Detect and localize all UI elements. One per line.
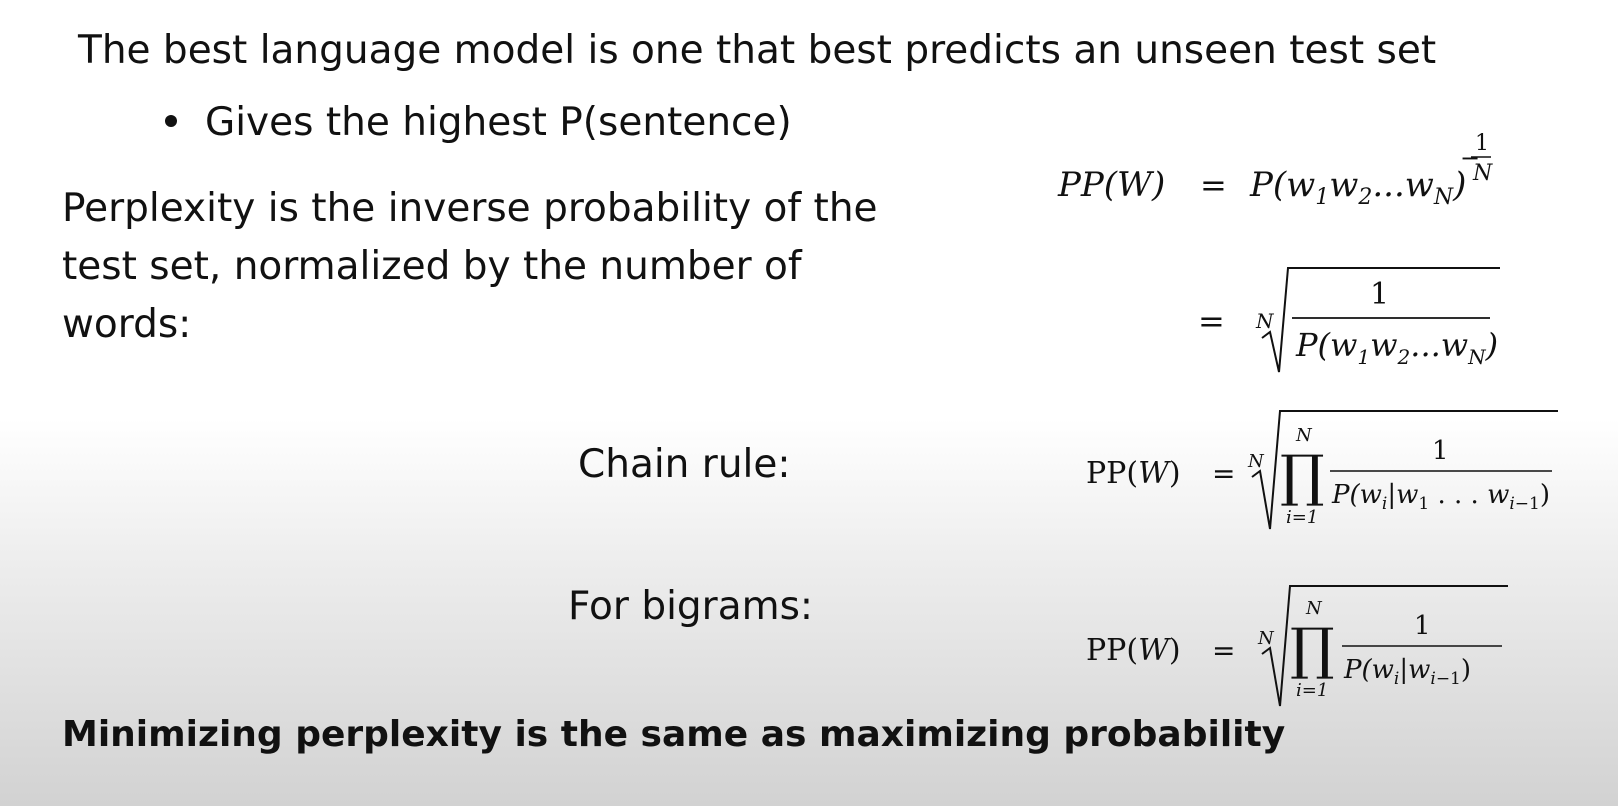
formula-chain-rule: PP(W) = N N ∏ i=1 1 P(wi|w1 . . . wi−1) [1086,410,1558,530]
root-index: N [1257,628,1275,649]
product-upper: N [1305,598,1323,619]
formula-root-form: = N 1 P(w1w2...wN) [1198,267,1500,373]
product-icon: ∏ [1290,617,1335,682]
equals-sign: = [1198,302,1225,340]
pp-lhs-roman: PP(W) [1086,456,1181,491]
radical-sign [1251,410,1558,530]
conclusion-text: Minimizing perplexity is the same as max… [62,714,1286,755]
equals-sign: = [1212,457,1235,490]
exponent-numerator: 1 [1475,131,1489,156]
product-lower: i=1 [1296,680,1328,701]
probability-sequence: P(w1w2...wN) [1295,326,1498,369]
fraction-numerator: 1 [1432,436,1449,466]
equals-sign: = [1212,634,1235,667]
product-lower: i=1 [1286,507,1318,528]
formula-bigrams: PP(W) = N N ∏ i=1 1 P(wi|wi−1) [1086,585,1508,707]
root-index: N [1247,451,1265,472]
bullet-item: Gives the highest P(sentence) [165,100,792,145]
pp-lhs: PP(W) [1057,165,1165,205]
chain-rule-label: Chain rule: [578,442,791,487]
radical-sign [1261,585,1508,707]
bullet-icon [165,114,177,127]
bullet-text: Gives the highest P(sentence) [205,100,792,145]
equals-sign: = [1200,166,1227,204]
headline: The best language model is one that best… [78,28,1437,73]
product-icon: ∏ [1280,444,1325,509]
bigrams-label: For bigrams: [568,584,814,629]
radical-sign [1261,267,1500,373]
root-index: N [1255,309,1275,333]
probability-sequence: P(w1w2...wN) [1249,165,1466,210]
formula-definition: PP(W) = P(w1w2...wN) − 1 N [1057,131,1493,210]
product-upper: N [1295,425,1313,446]
bigram-denominator: P(wi|wi−1) [1343,655,1471,689]
perplexity-definition: Perplexity is the inverse probability of… [62,186,878,347]
fraction-numerator: 1 [1414,611,1431,641]
chain-denominator: P(wi|w1 . . . wi−1) [1331,480,1550,514]
pp-lhs-roman: PP(W) [1086,633,1181,668]
fraction-numerator: 1 [1370,277,1389,312]
exponent-minus: − [1460,144,1480,172]
exponent-denominator: N [1472,161,1493,186]
